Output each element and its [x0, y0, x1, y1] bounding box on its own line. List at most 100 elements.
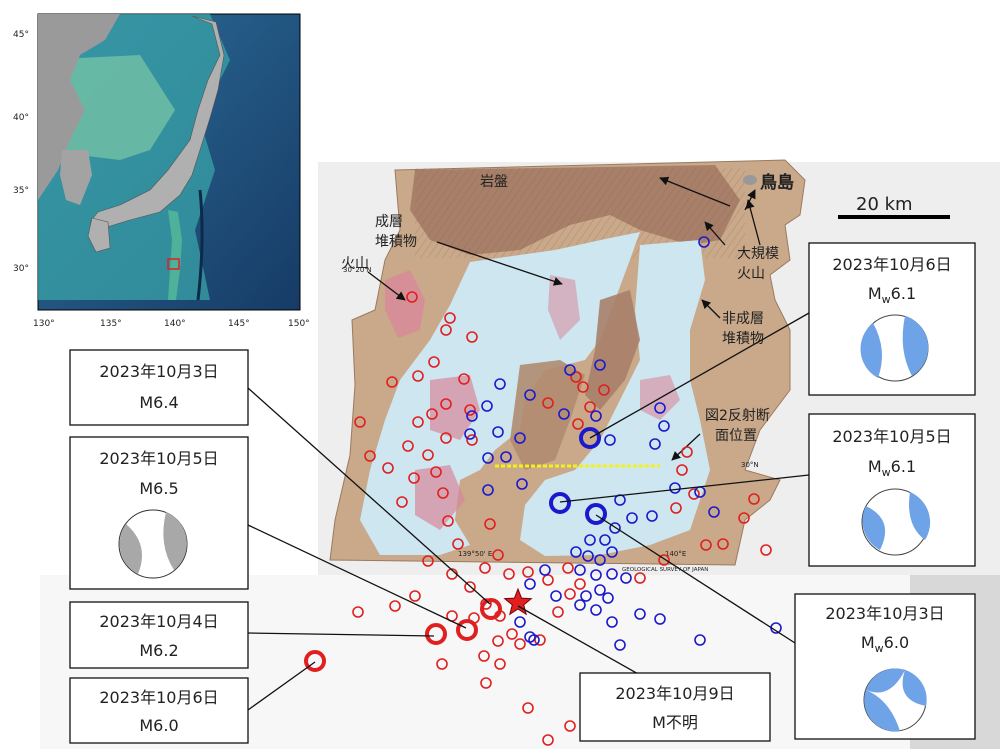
- blue-epicenter-circle: [654, 613, 666, 625]
- inset-lon-140: 140°: [164, 319, 186, 329]
- event-magnitude: M6.5: [139, 479, 178, 498]
- blue-epicenter-circle: [620, 572, 632, 584]
- event-magnitude: Mw6.0: [861, 633, 909, 655]
- red-epicenter-circle: [464, 404, 476, 416]
- red-epicenter-circle: [479, 562, 491, 574]
- blue-epicenter-circle: [585, 503, 607, 525]
- label-nonstrat-2: 堆積物: [722, 331, 764, 347]
- blue-epicenter-circle: [564, 364, 576, 376]
- inset-lat-30: 30°: [13, 264, 29, 274]
- red-epicenter-circle: [396, 496, 408, 508]
- blue-epicenter-circle: [594, 554, 606, 566]
- event-magnitude: M6.2: [139, 641, 178, 660]
- label-profile-1: 図2反射断: [705, 408, 770, 424]
- event-box-oct6-m60: 2023年10月6日 M6.0: [69, 677, 249, 744]
- focal-mechanism-beachball-icon: [861, 488, 931, 556]
- label-volcano: 火山: [341, 256, 369, 272]
- red-epicenter-circle: [598, 384, 610, 396]
- blue-epicenter-circle: [579, 427, 601, 449]
- event-magnitude: M不明: [652, 713, 698, 732]
- red-epicenter-circle: [480, 677, 492, 689]
- red-epicenter-circle: [658, 554, 670, 566]
- focal-mechanism-beachball-icon: [863, 668, 927, 732]
- label-stratified-2: 堆積物: [375, 234, 417, 250]
- red-epicenter-circle: [506, 628, 518, 640]
- blue-epicenter-circle: [606, 616, 618, 628]
- scale-bar: 20 km: [838, 194, 950, 219]
- red-epicenter-circle: [688, 488, 700, 500]
- lon-tick-140: 140°E: [665, 550, 686, 558]
- blue-epicenter-circle: [594, 584, 606, 596]
- label-large-volcano-1: 大規模: [737, 246, 779, 262]
- red-epicenter-circle: [458, 373, 470, 385]
- red-epicenter-circle: [572, 418, 584, 430]
- red-epicenter-circle: [382, 462, 394, 474]
- label-stratified-1: 成層: [375, 214, 403, 230]
- blue-epicenter-circle: [594, 359, 606, 371]
- red-epicenter-circle: [503, 568, 515, 580]
- red-epicenter-circle: [440, 324, 452, 336]
- blue-epicenter-circle: [694, 634, 706, 646]
- event-date: 2023年10月3日: [99, 362, 218, 381]
- blue-epicenter-circle: [582, 550, 594, 562]
- red-epicenter-circle: [574, 578, 586, 590]
- blue-epicenter-circle: [524, 578, 536, 590]
- blue-epicenter-circle: [524, 389, 536, 401]
- red-epicenter-circle: [480, 598, 492, 610]
- red-epicenter-circle: [494, 658, 506, 670]
- blue-epicenter-circle: [481, 400, 493, 412]
- red-epicenter-circle: [562, 562, 574, 574]
- blue-epicenter-circle: [466, 410, 478, 422]
- red-epicenter-circle: [352, 606, 364, 618]
- event-box-oct3-m64: 2023年10月3日 M6.4: [69, 349, 249, 426]
- red-epicenter-circle: [670, 502, 682, 514]
- torishima-island-marker: [743, 175, 757, 185]
- blue-epicenter-circle: [649, 438, 661, 450]
- label-nonstrat-1: 非成層: [722, 311, 764, 327]
- blue-epicenter-circle: [669, 482, 681, 494]
- red-epicenter-circle: [738, 512, 750, 524]
- inset-lat-40: 40°: [13, 113, 29, 123]
- scale-bar-label: 20 km: [856, 194, 913, 215]
- event-date: 2023年10月5日: [832, 427, 951, 446]
- red-epicenter-circle: [389, 600, 401, 612]
- red-epicenter-circle: [402, 440, 414, 452]
- event-magnitude: Mw6.1: [868, 457, 916, 479]
- red-epicenter-circle: [442, 515, 454, 527]
- blue-epicenter-circle: [492, 426, 504, 438]
- red-epicenter-circle: [534, 634, 546, 646]
- blue-epicenter-circle: [698, 236, 710, 248]
- geology-labels: 岩盤 鳥島 成層 堆積物 火山 大規模 火山 非成層 堆積物 図2反射断 面位置: [341, 172, 794, 444]
- lat-tick-30: 30°N: [741, 461, 759, 469]
- lat-tick-30-20: 30°20'N: [343, 266, 371, 274]
- blue-epicenter-circle: [634, 608, 646, 620]
- red-epicenter-circle: [430, 466, 442, 478]
- blue-epicenter-circle: [590, 569, 602, 581]
- red-epicenter-circle: [408, 472, 420, 484]
- red-epicenter-circle: [577, 381, 589, 393]
- blue-epicenter-circle: [609, 522, 621, 534]
- red-epicenter-circle: [564, 588, 576, 600]
- red-epicenter-circle: [364, 450, 376, 462]
- event-box-oct9-unknown: 2023年10月9日 M不明: [579, 672, 771, 742]
- survey-credit: GEOLOGICAL SURVEY OF JAPAN: [622, 567, 708, 573]
- event-date: 2023年10月9日: [615, 684, 734, 703]
- blue-epicenter-circle: [604, 434, 616, 446]
- red-epicenter-circle: [492, 635, 504, 647]
- red-epicenter-circle: [406, 291, 418, 303]
- study-area-box: [167, 258, 180, 270]
- red-epicenter-circle: [542, 397, 554, 409]
- red-epicenter-circle: [522, 566, 534, 578]
- blue-epicenter-circle: [558, 408, 570, 420]
- blue-epicenter-circle: [584, 534, 596, 546]
- red-epicenter-circle: [422, 449, 434, 461]
- inset-lon-135: 135°: [100, 319, 122, 329]
- inset-lon-150: 150°: [288, 319, 310, 329]
- red-epicenter-circle: [760, 544, 772, 556]
- blue-epicenter-circle: [606, 568, 618, 580]
- blue-epicenter-circle: [606, 546, 618, 558]
- blue-epicenter-circle: [482, 452, 494, 464]
- red-epicenter-circle: [466, 434, 478, 446]
- blue-epicenter-circle: [500, 451, 512, 463]
- earthquake-epicenters: [304, 236, 782, 746]
